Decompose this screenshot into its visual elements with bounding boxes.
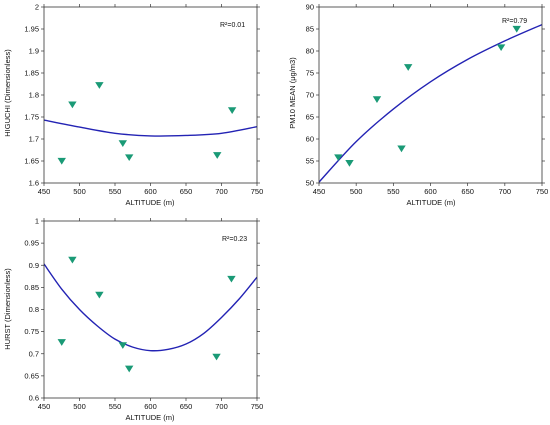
data-point	[118, 342, 128, 349]
data-points	[57, 256, 236, 373]
y-tick-label: 0.85	[24, 283, 39, 292]
data-point	[512, 25, 521, 33]
data-point	[95, 82, 104, 89]
data-point	[57, 157, 66, 165]
data-points	[334, 25, 521, 167]
fit-curve-group	[44, 263, 257, 352]
r-squared-annotation: R²=0.23	[222, 236, 247, 243]
y-tick-label: 0.9	[29, 261, 39, 270]
x-tick-label: 700	[215, 402, 228, 411]
y-tick-label: 85	[306, 25, 314, 34]
ticks: 450 500 550 600 650 700 750 1.6 1.65 1.7 1.75 1.8 1.…	[24, 3, 263, 196]
y-tick-label: 1.95	[24, 25, 39, 34]
data-point	[372, 96, 382, 103]
data-point	[334, 154, 343, 162]
y-tick-label: 1.65	[24, 157, 39, 166]
data-point	[213, 152, 222, 159]
x-tick-label: 450	[38, 187, 51, 196]
x-tick-label: 500	[73, 402, 86, 411]
data-point	[57, 339, 66, 346]
r-squared-annotation: R²=0.01	[220, 22, 245, 29]
data-point	[345, 160, 354, 167]
y-tick-label: 70	[306, 91, 314, 100]
fit-curve	[44, 119, 257, 137]
data-point	[68, 256, 77, 264]
fit-curve-group	[44, 119, 257, 137]
y-tick-label: 90	[306, 3, 314, 12]
x-tick-label: 650	[180, 402, 193, 411]
x-axis-label: ALTITUDE (m)	[125, 198, 175, 207]
data-point	[118, 140, 128, 147]
plot-frame	[318, 6, 543, 184]
x-axis-label: ALTITUDE (m)	[125, 413, 175, 422]
data-point	[125, 365, 134, 373]
x-tick-label: 500	[350, 187, 363, 196]
ticks: 450 500 550 600 650 700 750 50 55 60 65 70 75 80 85 90	[306, 3, 549, 196]
data-point	[95, 291, 104, 299]
data-point	[397, 145, 406, 153]
y-tick-label: 0.75	[24, 327, 39, 336]
x-tick-label: 750	[536, 187, 549, 196]
r-squared-annotation: R²=0.79	[502, 18, 527, 25]
data-point	[227, 275, 236, 283]
x-tick-label: 650	[180, 187, 193, 196]
y-tick-label: 1.75	[24, 113, 39, 122]
data-point	[212, 353, 221, 361]
x-tick-label: 600	[144, 402, 157, 411]
y-tick-label: 55	[306, 157, 314, 166]
y-tick-label: 1.85	[24, 69, 39, 78]
y-tick-label: 65	[306, 113, 314, 122]
fit-curve	[44, 263, 257, 352]
x-tick-label: 700	[215, 187, 228, 196]
y-tick-label: 50	[306, 179, 314, 188]
plot-frame	[43, 6, 258, 184]
data-point	[496, 44, 506, 52]
x-tick-label: 750	[251, 187, 264, 196]
x-tick-label: 500	[73, 187, 86, 196]
x-tick-label: 700	[499, 187, 512, 196]
x-tick-label: 450	[38, 402, 51, 411]
x-tick-label: 450	[313, 187, 326, 196]
y-tick-label: 1.9	[29, 47, 39, 56]
y-tick-label: 80	[306, 47, 314, 56]
fit-curve-group	[319, 23, 542, 183]
data-point	[227, 107, 237, 114]
y-tick-label: 1.8	[29, 91, 39, 100]
x-tick-label: 600	[144, 187, 157, 196]
x-tick-label: 550	[109, 187, 122, 196]
ticks: 450 500 550 600 650 700 750 0.6 0.65 0.7 0.75 0.8 0.…	[24, 217, 263, 411]
y-tick-label: 0.65	[24, 371, 39, 380]
x-tick-label: 550	[387, 187, 400, 196]
y-tick-label: 0.8	[29, 305, 39, 314]
y-tick-label: 0.6	[29, 394, 39, 403]
data-point	[125, 154, 134, 162]
y-tick-label: 0.95	[24, 239, 39, 248]
x-axis-label: ALTITUDE (m)	[406, 198, 456, 207]
chart-hurst: HURST (Dimensionless) ALTITUDE (m) R²=0.…	[3, 217, 263, 422]
x-tick-label: 750	[251, 402, 264, 411]
y-axis-label: HURST (Dimensionless)	[3, 268, 12, 350]
data-point	[68, 101, 77, 109]
y-tick-label: 60	[306, 135, 314, 144]
y-axis-label: HIGUCHI (Dimensionless)	[3, 49, 12, 137]
x-tick-label: 550	[109, 402, 122, 411]
y-tick-label: 75	[306, 69, 314, 78]
y-axis-label: PM10 MEAN (μg/m3)	[288, 57, 297, 129]
x-tick-label: 650	[461, 187, 474, 196]
x-tick-label: 600	[424, 187, 437, 196]
fit-curve	[319, 23, 542, 183]
y-tick-label: 2	[35, 3, 39, 12]
chart-higuchi: HIGUCHI (Dimensionless) ALTITUDE (m) R²=…	[3, 3, 263, 207]
plot-frame	[43, 220, 258, 399]
y-tick-label: 1	[35, 217, 39, 226]
data-points	[57, 82, 237, 165]
y-tick-label: 1.7	[29, 135, 39, 144]
chart-pm10: PM10 MEAN (μg/m3) ALTITUDE (m) R²=0.79 4…	[288, 3, 548, 207]
data-point	[404, 64, 413, 71]
y-tick-label: 1.6	[29, 179, 39, 188]
y-tick-label: 0.7	[29, 349, 39, 358]
